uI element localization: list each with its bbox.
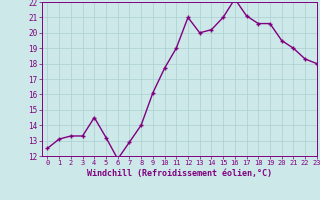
X-axis label: Windchill (Refroidissement éolien,°C): Windchill (Refroidissement éolien,°C) xyxy=(87,169,272,178)
